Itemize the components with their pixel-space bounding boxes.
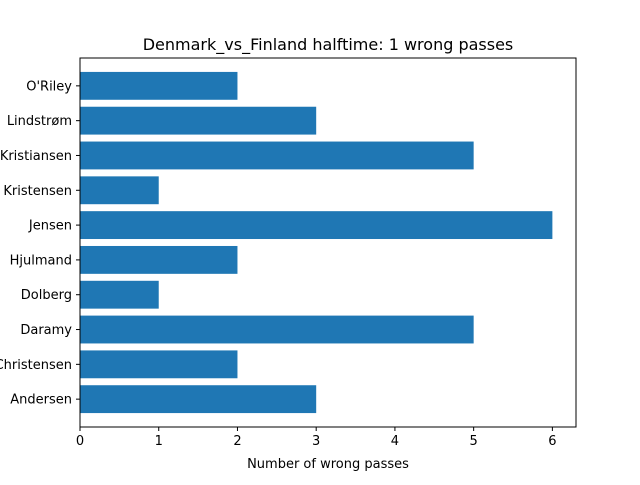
x-tick-label: 2 [233, 434, 241, 449]
bar-lindstr-m [80, 106, 317, 135]
y-tick-label: Daramy [20, 323, 72, 338]
x-axis-ticks: 0 1 2 3 4 5 6 [76, 427, 557, 449]
bar-dolberg [80, 280, 159, 309]
y-tick-label: O'Riley [26, 79, 72, 94]
x-tick-label: 5 [470, 434, 478, 449]
x-tick-label: 1 [155, 434, 163, 449]
x-axis-label: Number of wrong passes [247, 457, 409, 472]
bar-kristensen [80, 176, 159, 205]
x-tick-label: 6 [548, 434, 556, 449]
y-axis-ticks: Andersen Christensen Daramy Dolberg Hjulmand… [0, 79, 80, 408]
y-tick-label: Andersen [10, 393, 72, 408]
plot-frame [79, 57, 577, 428]
chart-title: Denmark_vs_Finland halftime: 1 wrong pas… [143, 35, 514, 55]
bar-jensen [80, 211, 553, 240]
x-tick-label: 4 [391, 434, 399, 449]
y-tick-label: Kristiansen [0, 149, 72, 164]
y-tick-label: Hjulmand [10, 253, 72, 268]
y-tick-label: Jensen [28, 219, 72, 234]
bar-daramy [80, 315, 474, 344]
bars-group [80, 71, 553, 414]
bar-kristiansen [80, 141, 474, 170]
bar-o-riley [80, 71, 238, 100]
y-tick-label: Dolberg [21, 288, 72, 303]
x-tick-label: 3 [312, 434, 320, 449]
bar-hjulmand [80, 245, 238, 274]
y-tick-label: Lindstrøm [7, 114, 72, 129]
y-tick-label: Christensen [0, 358, 72, 373]
bar-andersen [80, 385, 317, 414]
y-tick-label: Kristensen [3, 184, 72, 199]
x-tick-label: 0 [76, 434, 84, 449]
bar-christensen [80, 350, 238, 379]
